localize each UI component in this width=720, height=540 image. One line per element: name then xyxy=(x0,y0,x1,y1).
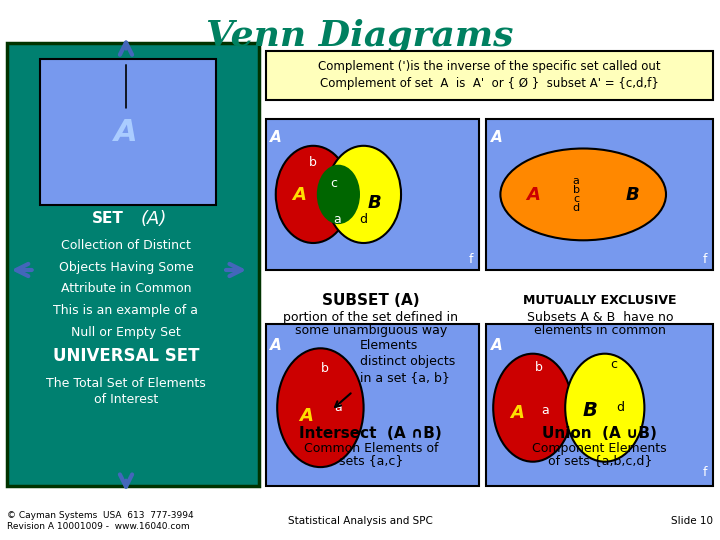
Text: Union  (A ∪B): Union (A ∪B) xyxy=(542,426,657,441)
Text: c: c xyxy=(573,194,579,204)
Text: a: a xyxy=(333,213,341,226)
Text: Objects Having Some: Objects Having Some xyxy=(58,261,194,274)
Text: A: A xyxy=(114,118,138,147)
Text: b: b xyxy=(535,361,542,374)
Text: A: A xyxy=(491,338,503,353)
Ellipse shape xyxy=(276,146,351,243)
Text: of sets {a,b,c,d}: of sets {a,b,c,d} xyxy=(548,454,652,467)
Text: A: A xyxy=(270,130,282,145)
Text: b: b xyxy=(321,362,328,375)
Bar xyxy=(266,51,713,100)
Bar xyxy=(40,59,216,205)
Text: This is an example of a: This is an example of a xyxy=(53,304,199,317)
Text: Subsets A & B  have no: Subsets A & B have no xyxy=(526,311,673,324)
Text: portion of the set defined in: portion of the set defined in xyxy=(283,311,459,324)
Text: c: c xyxy=(611,358,618,371)
Text: sets {a,c}: sets {a,c} xyxy=(338,454,403,467)
Text: of Interest: of Interest xyxy=(94,393,158,406)
Text: A: A xyxy=(510,404,524,422)
Text: A: A xyxy=(292,186,306,205)
Ellipse shape xyxy=(277,348,364,467)
Text: d: d xyxy=(359,213,368,226)
Text: a: a xyxy=(335,401,342,414)
Text: UNIVERSAL SET: UNIVERSAL SET xyxy=(53,347,199,366)
Text: SET: SET xyxy=(92,211,124,226)
Text: Slide 10: Slide 10 xyxy=(671,516,713,526)
Text: Venn Diagrams: Venn Diagrams xyxy=(206,19,514,53)
Text: A: A xyxy=(491,130,503,145)
Text: Component Elements: Component Elements xyxy=(533,442,667,455)
Ellipse shape xyxy=(326,146,401,243)
Text: b: b xyxy=(572,185,580,195)
Text: B: B xyxy=(583,401,598,420)
Text: (A): (A) xyxy=(140,210,166,228)
Text: A: A xyxy=(270,338,282,353)
Text: a: a xyxy=(541,404,549,417)
Ellipse shape xyxy=(565,354,644,462)
Text: © Cayman Systems  USA  613  777-3994
Revision A 10001009 -  www.16040.com: © Cayman Systems USA 613 777-3994 Revisi… xyxy=(7,511,194,531)
Text: Intersect  (A ∩B): Intersect (A ∩B) xyxy=(300,426,442,441)
Text: B: B xyxy=(625,186,639,205)
Text: b: b xyxy=(310,156,317,168)
Text: MUTUALLY EXCLUSIVE: MUTUALLY EXCLUSIVE xyxy=(523,294,677,307)
Text: d: d xyxy=(572,203,580,213)
Bar xyxy=(486,324,713,486)
Text: Statistical Analysis and SPC: Statistical Analysis and SPC xyxy=(287,516,433,526)
Text: a: a xyxy=(572,176,580,186)
Text: Null or Empty Set: Null or Empty Set xyxy=(71,326,181,339)
Ellipse shape xyxy=(500,148,666,240)
Text: some unambiguous way: some unambiguous way xyxy=(294,324,447,337)
Text: in a set {a, b}: in a set {a, b} xyxy=(360,372,450,384)
Bar xyxy=(266,119,479,270)
Text: f: f xyxy=(703,466,707,479)
Text: The Total Set of Elements: The Total Set of Elements xyxy=(46,377,206,390)
Text: B: B xyxy=(367,193,382,212)
Text: Elements: Elements xyxy=(360,339,418,352)
Ellipse shape xyxy=(317,165,360,224)
Text: SUBSET (A): SUBSET (A) xyxy=(322,293,420,308)
Text: Common Elements of: Common Elements of xyxy=(304,442,438,455)
Text: c: c xyxy=(330,177,338,190)
Text: elements in common: elements in common xyxy=(534,324,666,337)
Text: distinct objects: distinct objects xyxy=(360,355,455,368)
Text: Complement of set  A  is  A'  or { Ø }  subset A' = {c,d,f}: Complement of set A is A' or { Ø } subse… xyxy=(320,77,659,90)
Ellipse shape xyxy=(493,354,572,462)
Text: f: f xyxy=(469,253,473,266)
Text: d: d xyxy=(616,401,625,414)
Text: Collection of Distinct: Collection of Distinct xyxy=(61,239,191,252)
Bar xyxy=(266,324,479,486)
Bar xyxy=(7,43,259,486)
Text: Complement (')is the inverse of the specific set called out: Complement (')is the inverse of the spec… xyxy=(318,60,661,73)
Text: A: A xyxy=(299,407,313,425)
Text: f: f xyxy=(703,253,707,266)
Bar xyxy=(486,119,713,270)
Text: A: A xyxy=(526,186,540,205)
Text: Attribute in Common: Attribute in Common xyxy=(60,282,192,295)
